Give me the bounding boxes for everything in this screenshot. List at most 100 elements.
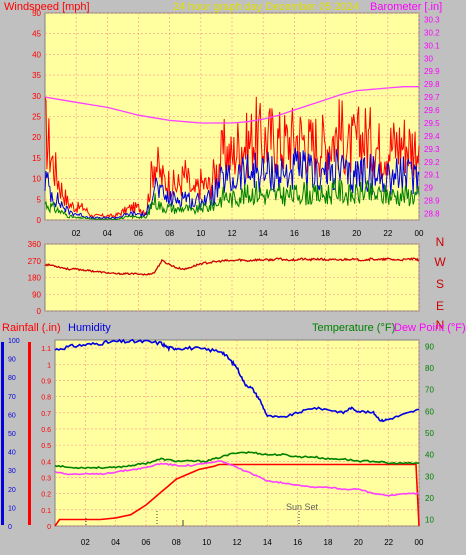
barometer-tick-label: 29.2 (424, 158, 440, 167)
direction-tick-label: 0 (37, 307, 42, 316)
windspeed-tick-label: 45 (32, 30, 41, 39)
barometer-axis-label: Barometer [.in] (370, 1, 442, 13)
grid-lines (45, 12, 420, 527)
wind-x-tick-label: 10 (196, 229, 205, 238)
humidity-tick-label: 100 (8, 338, 20, 345)
windspeed-tick-label: 50 (32, 9, 41, 18)
wind-x-tick-label: 16 (290, 229, 299, 238)
direction-tick-label: 360 (28, 240, 42, 249)
temperature-tick-label: 80 (425, 364, 434, 373)
data-series (44, 86, 420, 527)
windspeed-axis-label: Windspeed [mph] (4, 1, 90, 13)
temperature-tick-label: 40 (425, 451, 434, 460)
wind-x-tick-label: 14 (259, 229, 268, 238)
barometer-tick-label: 28.8 (424, 210, 440, 219)
wind-x-tick-label: 18 (321, 229, 330, 238)
humidity-tick-label: 60 (8, 412, 16, 419)
temperature-tick-label: 60 (425, 407, 434, 416)
barometer-tick-label: 28.9 (424, 197, 440, 206)
rainfall-tick-label: 0.5 (41, 443, 51, 450)
direction-tick-label: 180 (28, 274, 42, 283)
barometer-tick-label: 29.3 (424, 145, 440, 154)
windspeed-tick-label: 40 (32, 50, 41, 59)
rainfall-tick-label: 1 (47, 362, 51, 369)
weather-x-tick-label: 22 (384, 538, 393, 547)
rainfall-line (54, 463, 420, 527)
humidity-line (54, 338, 419, 423)
humidity-tick-label: 10 (8, 505, 16, 512)
humidity-tick-label: 50 (8, 431, 16, 438)
rainfall-axis-bar (28, 342, 31, 525)
direction-letter: N (436, 318, 445, 332)
tick-labels: 0510152025303540455028.828.92929.129.229… (8, 9, 440, 547)
direction-letter: N (436, 235, 445, 249)
rainfall-tick-label: 0 (47, 524, 51, 531)
weather-x-tick-label: 04 (111, 538, 120, 547)
direction-tick-label: 90 (32, 290, 41, 299)
barometer-tick-label: 30.2 (424, 28, 440, 37)
humidity-tick-label: 70 (8, 394, 16, 401)
barometer-tick-label: 30.3 (424, 15, 440, 24)
temperature-tick-label: 10 (425, 516, 434, 525)
sunset-annotation: Sun Set (286, 502, 319, 512)
temperature-axis-label: Temperature (°F) (312, 322, 395, 334)
direction-tick-label: 270 (28, 257, 42, 266)
rainfall-tick-label: 0.3 (41, 475, 51, 482)
wind-x-tick-label: 08 (165, 229, 174, 238)
humidity-axis-label: Humidity (68, 322, 111, 334)
temperature-tick-label: 90 (425, 342, 434, 351)
wind-x-tick-label: 20 (352, 229, 361, 238)
barometer-tick-label: 29.5 (424, 119, 440, 128)
direction-letter: E (436, 299, 444, 313)
weather-x-tick-label: 06 (142, 538, 151, 547)
weather-x-tick-label: 00 (415, 538, 424, 547)
humidity-tick-label: 40 (8, 450, 16, 457)
wind-x-tick-label: 06 (134, 229, 143, 238)
weather-x-tick-label: 18 (324, 538, 333, 547)
wind-x-tick-label: 00 (415, 229, 424, 238)
humidity-tick-label: 20 (8, 487, 16, 494)
temperature-tick-label: 50 (425, 429, 434, 438)
windspeed-tick-label: 25 (32, 113, 41, 122)
rainfall-tick-label: 1.1 (41, 346, 51, 353)
dewpoint-line (54, 460, 420, 497)
humidity-axis-bar (1, 342, 4, 525)
wind-x-tick-label: 22 (383, 229, 392, 238)
humidity-tick-label: 30 (8, 468, 16, 475)
wind-average-line (44, 178, 420, 221)
rainfall-axis-label: Rainfall (.in) (2, 322, 61, 334)
weather-x-tick-label: 12 (233, 538, 242, 547)
barometer-tick-label: 29 (424, 184, 433, 193)
windspeed-tick-label: 30 (32, 92, 41, 101)
wind-x-tick-label: 04 (103, 229, 112, 238)
rainfall-tick-label: 0.2 (41, 492, 51, 499)
humidity-tick-label: 90 (8, 357, 16, 364)
barometer-line (44, 86, 419, 124)
temperature-line (54, 451, 420, 470)
humidity-tick-label: 0 (8, 524, 12, 531)
barometer-tick-label: 30 (424, 54, 433, 63)
chart-title: 24 hour graph day December 05 2024 (173, 1, 359, 13)
windspeed-tick-label: 20 (32, 133, 41, 142)
rainfall-tick-label: 0.8 (41, 395, 51, 402)
direction-letter: W (434, 255, 446, 269)
wind-direction-line (44, 257, 420, 276)
windspeed-tick-label: 0 (37, 216, 42, 225)
wind-x-tick-label: 02 (72, 229, 81, 238)
rainfall-tick-label: 0.7 (41, 411, 51, 418)
weather-x-tick-label: 08 (172, 538, 181, 547)
humidity-tick-label: 80 (8, 375, 16, 382)
barometer-tick-label: 29.4 (424, 132, 440, 141)
weather-x-tick-label: 10 (202, 538, 211, 547)
barometer-tick-label: 29.1 (424, 171, 440, 180)
windspeed-tick-label: 5 (37, 195, 42, 204)
rainfall-tick-label: 0.1 (41, 508, 51, 515)
rainfall-tick-label: 0.6 (41, 427, 51, 434)
direction-letter: S (436, 277, 444, 291)
rainfall-tick-label: 0.9 (41, 378, 51, 385)
weather-x-tick-label: 20 (354, 538, 363, 547)
weather-x-tick-label: 02 (81, 538, 90, 547)
temperature-tick-label: 20 (425, 494, 434, 503)
